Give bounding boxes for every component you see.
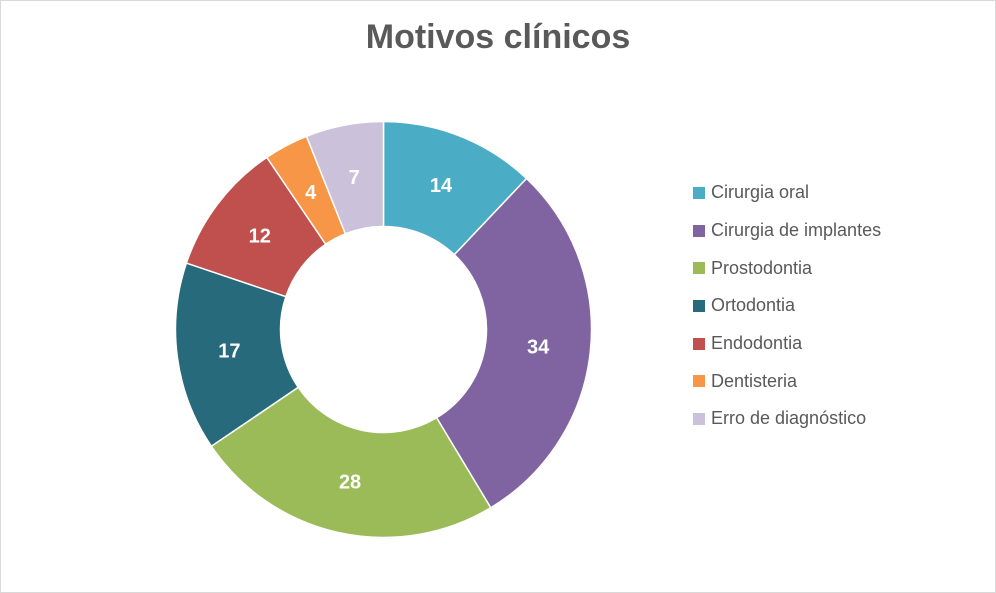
legend-item: Erro de diagnóstico xyxy=(693,400,881,438)
legend: Cirurgia oral Cirurgia de implantes Prosto… xyxy=(693,174,881,438)
chart-title: Motivos clínicos xyxy=(365,18,631,56)
legend-label: Prostodontia xyxy=(711,257,813,278)
legend-item: Ortodontia xyxy=(693,287,881,325)
legend-label: Cirurgia oral xyxy=(711,182,810,203)
donut-slice xyxy=(305,120,385,235)
legend-item: Cirurgia de implantes xyxy=(693,212,881,250)
donut-slice xyxy=(210,386,492,539)
legend-item: Endodontia xyxy=(693,325,881,363)
legend-swatch xyxy=(693,337,705,350)
data-label: 14 xyxy=(430,175,453,197)
legend-label: Cirurgia de implantes xyxy=(711,220,882,241)
data-label: 7 xyxy=(349,167,360,189)
data-label: 4 xyxy=(305,182,317,204)
legend-label: Erro de diagnóstico xyxy=(711,408,867,429)
legend-swatch xyxy=(693,186,705,199)
legend-swatch xyxy=(693,224,705,237)
data-label: 34 xyxy=(527,336,550,358)
legend-item: Cirurgia oral xyxy=(693,174,881,212)
legend-label: Ortodontia xyxy=(711,295,796,316)
legend-swatch xyxy=(693,375,705,388)
legend-swatch xyxy=(693,262,705,275)
legend-label: Endodontia xyxy=(711,333,803,354)
legend-swatch xyxy=(693,299,705,312)
legend-label: Dentisteria xyxy=(711,370,798,391)
data-label: 28 xyxy=(339,471,361,493)
legend-swatch xyxy=(693,412,705,425)
legend-item: Prostodontia xyxy=(693,249,881,287)
data-label: 17 xyxy=(218,340,240,362)
donut-slice xyxy=(435,177,593,509)
data-label: 12 xyxy=(249,225,271,247)
legend-item: Dentisteria xyxy=(693,362,881,400)
